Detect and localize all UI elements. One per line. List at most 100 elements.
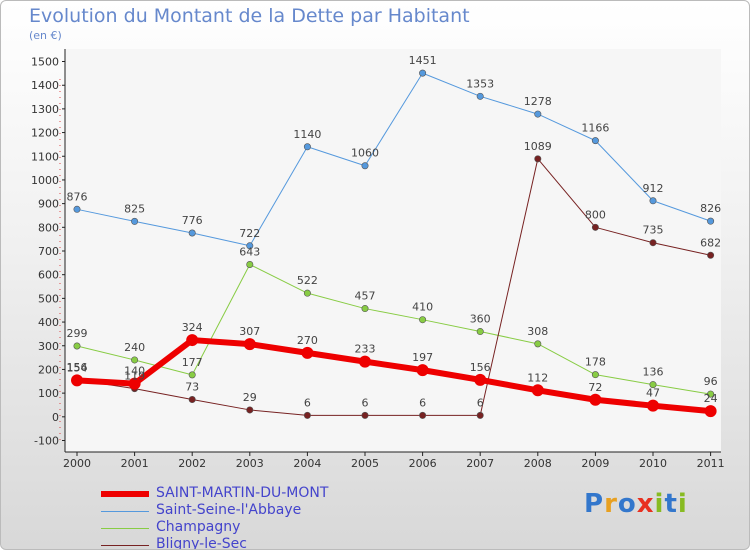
data-label: 47 xyxy=(646,387,660,400)
series-point xyxy=(534,110,542,118)
data-label: 522 xyxy=(297,274,318,287)
x-tick-label: 2003 xyxy=(236,457,264,470)
chart-title: Evolution du Montant de la Dette par Hab… xyxy=(29,5,470,27)
legend-label: SAINT-MARTIN-DU-MONT xyxy=(156,485,329,501)
series-point xyxy=(246,261,254,269)
data-label: 308 xyxy=(527,325,548,338)
data-label: 1451 xyxy=(409,54,437,67)
logo-letter: t xyxy=(664,489,678,519)
series-point xyxy=(128,377,141,390)
series-point xyxy=(707,390,715,398)
legend-swatch xyxy=(101,510,149,512)
x-tick-label: 2011 xyxy=(697,457,725,470)
series-point xyxy=(649,197,657,205)
legend-swatch xyxy=(101,491,149,497)
x-tick-label: 2010 xyxy=(639,457,667,470)
x-tick-label: 2000 xyxy=(63,457,91,470)
series-point xyxy=(419,69,427,77)
legend-item-saint-seine: Saint-Seine-l'Abbaye xyxy=(101,502,461,519)
data-label: 178 xyxy=(585,356,606,369)
series-point xyxy=(131,356,139,364)
series-point xyxy=(476,328,484,336)
series-point xyxy=(707,217,715,225)
data-label: 240 xyxy=(124,341,145,354)
data-label: 24 xyxy=(704,392,718,405)
series-point xyxy=(71,374,83,387)
data-label: 826 xyxy=(700,202,721,215)
legend-label: Champagny xyxy=(156,519,241,535)
x-tick-label: 2008 xyxy=(524,457,552,470)
data-label: 1140 xyxy=(293,128,321,141)
series-point xyxy=(704,405,717,418)
series-point xyxy=(243,338,256,351)
series-line xyxy=(76,264,712,395)
chart-unit: (en €) xyxy=(29,29,62,42)
legend-item-bligny: Bligny-le-Sec xyxy=(101,536,461,549)
series-point xyxy=(591,137,599,145)
data-label: 72 xyxy=(588,381,602,394)
data-label: 1060 xyxy=(351,147,379,160)
data-label: 876 xyxy=(67,190,88,203)
y-tick-label: 800 xyxy=(38,221,59,234)
series-point xyxy=(303,411,311,419)
logo-letter: o xyxy=(617,489,637,519)
legend-swatch xyxy=(101,527,149,529)
series-point xyxy=(476,411,484,419)
data-label: 154 xyxy=(67,361,88,374)
series-point xyxy=(419,411,427,419)
series-point xyxy=(649,239,657,247)
data-label: 1166 xyxy=(581,122,609,135)
series-point xyxy=(534,155,542,163)
data-label: 140 xyxy=(124,365,145,378)
x-tick-label: 2001 xyxy=(121,457,149,470)
series-point xyxy=(301,346,314,359)
data-label: 410 xyxy=(412,301,433,314)
data-label: 6 xyxy=(362,396,369,409)
data-label: 112 xyxy=(527,371,548,384)
y-tick-label: 1500 xyxy=(31,56,59,69)
series-point xyxy=(303,143,311,151)
y-tick-label: 1000 xyxy=(31,174,59,187)
series-point xyxy=(589,393,602,406)
series-point xyxy=(707,251,715,259)
data-label: 1353 xyxy=(466,77,494,90)
y-tick-label: 300 xyxy=(38,340,59,353)
data-label: 800 xyxy=(585,208,606,221)
data-label: 1278 xyxy=(524,95,552,108)
data-label: 197 xyxy=(412,351,433,364)
series-point xyxy=(534,340,542,348)
series-point xyxy=(188,371,196,379)
series-point xyxy=(416,364,429,377)
data-label: 735 xyxy=(643,224,664,237)
legend: SAINT-MARTIN-DU-MONT Saint-Seine-l'Abbay… xyxy=(101,485,461,549)
data-label: 1089 xyxy=(524,140,552,153)
y-tick-label: 500 xyxy=(38,292,59,305)
series-point xyxy=(591,371,599,379)
series-point xyxy=(649,381,657,389)
series-point xyxy=(476,92,484,100)
series-point xyxy=(361,411,369,419)
y-tick-label: 1300 xyxy=(31,103,59,116)
series-point xyxy=(361,305,369,313)
series-point xyxy=(186,334,199,347)
y-tick-label: 700 xyxy=(38,245,59,258)
data-label: 29 xyxy=(243,391,257,404)
data-label: 776 xyxy=(182,214,203,227)
logo-letter: i xyxy=(677,489,688,519)
data-label: 6 xyxy=(304,396,311,409)
legend-swatch xyxy=(101,544,149,546)
data-label: 177 xyxy=(182,356,203,369)
plot-area xyxy=(65,49,721,452)
y-tick-label: 100 xyxy=(38,387,59,400)
x-tick-label: 2004 xyxy=(293,457,321,470)
series-point xyxy=(246,406,254,414)
y-tick-label: 1400 xyxy=(31,79,59,92)
y-tick-label: 400 xyxy=(38,316,59,329)
y-tick-label: -100 xyxy=(34,435,59,448)
series-point xyxy=(591,223,599,231)
series-point xyxy=(131,217,139,225)
series-point xyxy=(73,205,81,213)
series-point xyxy=(188,229,196,237)
x-tick-label: 2005 xyxy=(351,457,379,470)
